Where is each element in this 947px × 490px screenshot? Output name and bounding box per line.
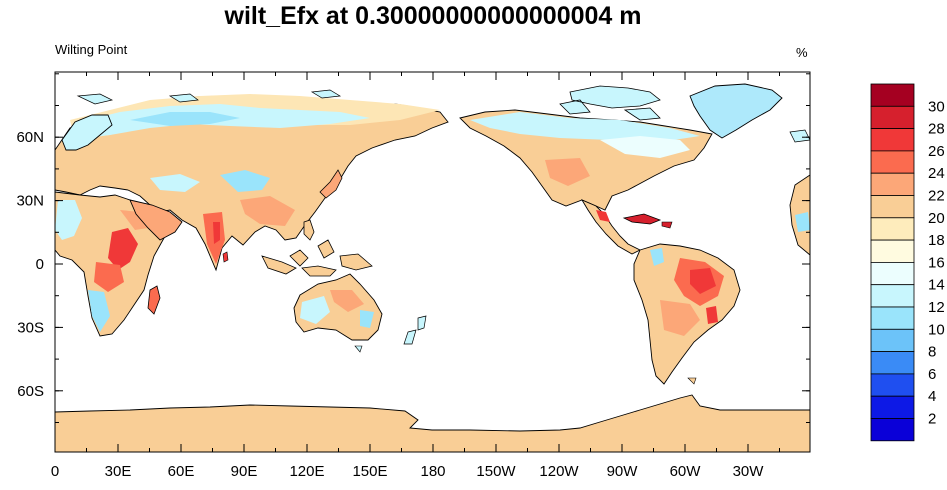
lon-tick-label: 60W [670,463,702,480]
colorbar-label: 18 [928,232,945,249]
landmass-sri-lanka [222,251,229,263]
colorbar-box [870,128,915,152]
colorbar-box [870,261,915,286]
units-label: % [796,45,808,60]
colorbar-box [870,373,915,397]
colorbar-label: 14 [928,277,945,294]
colorbar-box [870,150,915,174]
landmass-indonesia [261,239,373,277]
colorbar-label: 30 [928,98,945,115]
landmass-greenland [689,83,783,139]
landmass-falklands [687,377,697,385]
map-content [55,72,810,452]
lon-tick-label: 60E [168,463,195,480]
landmass-japan [319,169,343,199]
lat-tick-label: 60N [16,129,44,146]
colorbar-label: 4 [928,388,936,405]
landmass-new-zealand [403,315,427,345]
lon-tick-label: 120W [539,463,579,480]
lon-tick-label: 90E [231,463,258,480]
colorbar-box [870,105,915,130]
longitude-labels: 0 30E 60E 90E 120E 150E 180 150W 120W 90W 60W 30W [51,463,764,480]
landmass-madagascar [147,285,161,315]
colorbar-labels: 30 28 26 24 22 20 18 16 14 12 10 8 6 4 2 [928,98,945,427]
lon-tick-label: 180 [420,463,445,480]
lat-tick-label: 60S [17,383,44,400]
colorbar-label: 22 [928,188,945,205]
map-title: wilt_Efx at 0.30000000000000004 m [224,2,642,30]
colorbar-label: 6 [928,366,936,383]
colorbar-label: 10 [928,321,945,338]
landmass-cuba [622,213,662,225]
landmass-philippines [303,219,315,241]
lon-tick-label: 120E [289,463,324,480]
colorbar-label: 2 [928,411,936,428]
colorbar-box [870,328,915,352]
lat-tick-label: 30S [17,319,44,336]
colorbar-label: 16 [928,254,945,271]
lon-tick-label: 30W [733,463,765,480]
lon-tick-label: 30E [105,463,132,480]
lat-tick-label: 0 [36,256,44,273]
landmass-tasmania [354,345,363,353]
landmass-arctic-islands [76,89,342,105]
lat-tick-label: 30N [16,193,44,210]
colorbar-label: 8 [928,344,936,361]
colorbar-box [870,351,915,375]
colorbar-box [870,306,915,330]
colorbar-box [870,418,915,442]
landmass-antarctica [55,394,810,452]
colorbar-box [870,83,915,107]
colorbar-box [870,172,915,196]
colorbar-label: 12 [928,299,945,316]
colorbar-box [870,217,915,241]
colorbar-label: 24 [928,165,945,182]
landmass-arabia [129,199,183,241]
colorbar-boxes [870,83,915,442]
colorbar-box [870,239,915,263]
lon-tick-label: 150E [352,463,387,480]
colorbar-box [870,395,915,419]
latitude-labels: 60N 30N 0 30S 60S [16,129,44,400]
colorbar-box [870,195,915,219]
lon-tick-label: 150W [476,463,516,480]
colorbar-label: 20 [928,210,945,227]
colorbar-box [870,284,915,308]
landmass-iceland [789,129,810,143]
lon-tick-label: 90W [607,463,639,480]
map-ticks [54,72,810,452]
lon-tick-label: 0 [51,463,59,480]
colorbar-label: 28 [928,121,945,138]
colorbar-label: 26 [928,143,945,160]
landmass-canadian-arctic [559,85,661,121]
landmass-scandinavia [61,114,113,151]
left-string: Wilting Point [55,42,128,57]
